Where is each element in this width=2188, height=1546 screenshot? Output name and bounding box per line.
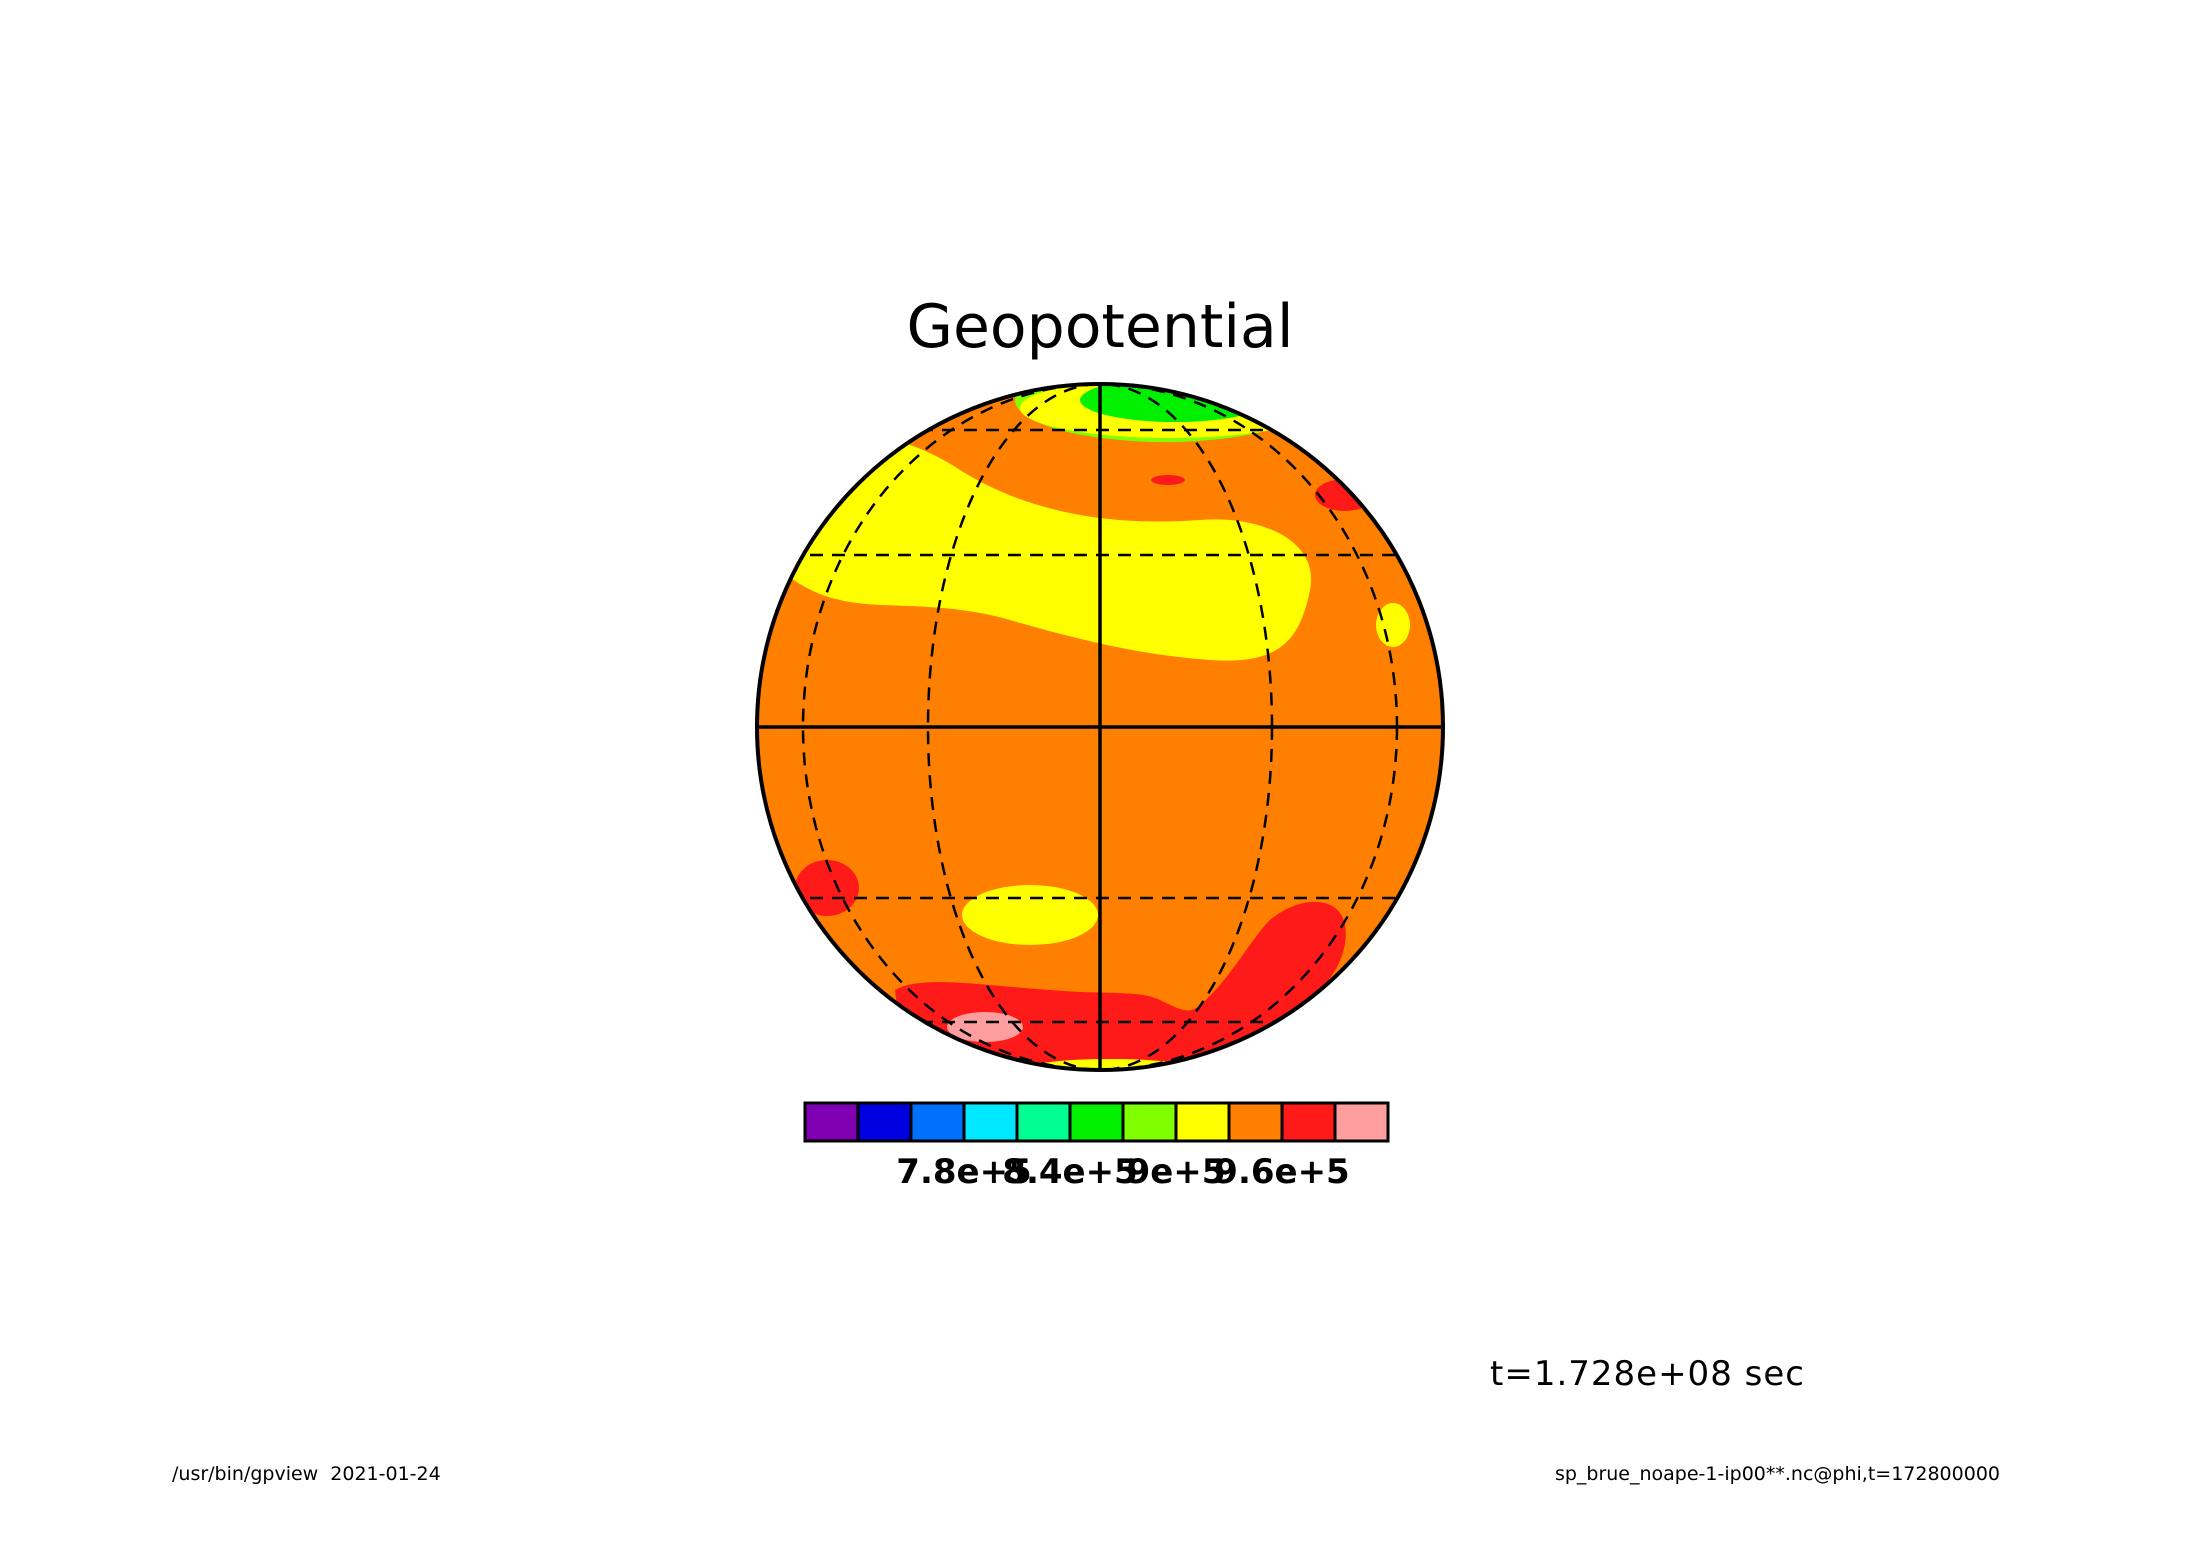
colorbar-tick-label: 8.4e+5 — [1002, 1152, 1137, 1192]
colorbar: 7.8e+58.4e+59e+59.6e+5 — [803, 1101, 1390, 1192]
colorbar-swatch — [1333, 1101, 1390, 1143]
colorbar-swatch — [1227, 1101, 1284, 1143]
colorbar-swatch — [909, 1101, 966, 1143]
colorbar-swatch — [803, 1101, 860, 1143]
field-region-red-northeast — [1315, 479, 1375, 511]
time-label: t=1.728e+08 sec — [1490, 1354, 1805, 1394]
colorbar-swatch — [1280, 1101, 1337, 1143]
colorbar-tick-label: 9e+5 — [1127, 1152, 1226, 1192]
colorbar-tick-label: 7.8e+5 — [896, 1152, 1031, 1192]
globe — [755, 382, 1445, 1072]
field-region-yellow-north — [760, 430, 1312, 661]
colorbar-swatch — [856, 1101, 913, 1143]
colorbar-tick-label: 9.6e+5 — [1214, 1152, 1349, 1192]
colorbar-swatch — [1015, 1101, 1072, 1143]
globe-outline — [755, 382, 1445, 1072]
field-region-yellow-east — [1376, 603, 1410, 647]
field-region-yellow-south — [962, 885, 1098, 945]
colorbar-swatch — [1174, 1101, 1231, 1143]
field-region-red-north — [1151, 475, 1185, 485]
colorbar-swatch — [962, 1101, 1019, 1143]
footer-left: /usr/bin/gpview 2021-01-24 — [172, 1463, 441, 1485]
field-region-red-southwest — [795, 860, 859, 916]
plot-title: Geopotential — [906, 292, 1293, 362]
colorbar-swatch — [1121, 1101, 1178, 1143]
footer-right: sp_brue_noape-1-ip00**.nc@phi,t=17280000… — [1555, 1463, 2000, 1485]
colorbar-swatch — [1068, 1101, 1125, 1143]
graticule — [757, 384, 1443, 1070]
